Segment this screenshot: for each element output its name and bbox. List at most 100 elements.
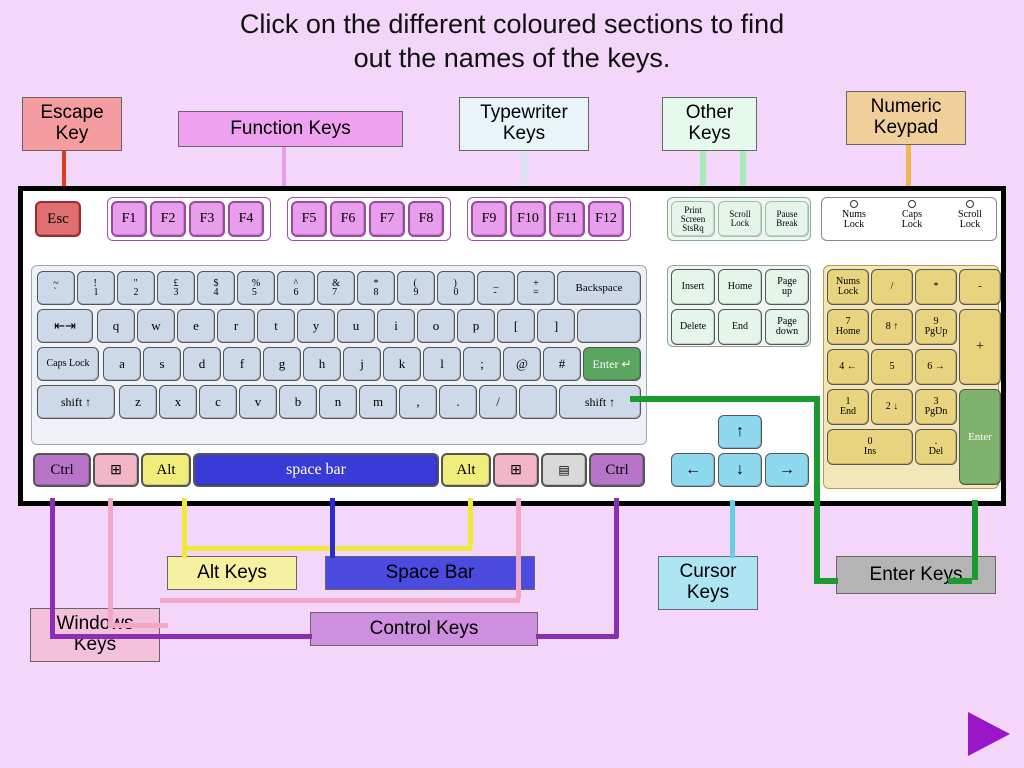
key-,[interactable]: , <box>399 385 437 419</box>
key-capslock[interactable]: Caps Lock <box>37 347 99 381</box>
key-np-r2-1[interactable]: 5 <box>871 349 913 385</box>
label-function[interactable]: Function Keys <box>178 111 403 147</box>
key-win-l[interactable]: ⊞ <box>93 453 139 487</box>
key-p[interactable]: p <box>457 309 495 343</box>
key-f12[interactable]: F12 <box>588 201 624 237</box>
key-f9[interactable]: F9 <box>471 201 507 237</box>
key-ctrl-r[interactable]: Ctrl <box>589 453 645 487</box>
key-np-r1-2[interactable]: 9 PgUp <box>915 309 957 345</box>
key-shift-l[interactable]: shift ↑ <box>37 385 115 419</box>
key-arrow-left[interactable]: ← <box>671 453 715 487</box>
key-other-0[interactable]: Print Screen StsRq <box>671 201 715 237</box>
key-other-1[interactable]: Scroll Lock <box>718 201 762 237</box>
key-g[interactable]: g <box>263 347 301 381</box>
key-b[interactable]: b <box>279 385 317 419</box>
key-np-r2-0[interactable]: 4 ← <box>827 349 869 385</box>
key-=[interactable]: += <box>517 271 555 305</box>
key-extra[interactable] <box>519 385 557 419</box>
key-`[interactable]: ~` <box>37 271 75 305</box>
key-3[interactable]: £3 <box>157 271 195 305</box>
label-escape[interactable]: EscapeKey <box>22 97 122 151</box>
key-w[interactable]: w <box>137 309 175 343</box>
key-6[interactable]: ^6 <box>277 271 315 305</box>
label-typewrite[interactable]: TypewriterKeys <box>459 97 589 151</box>
key-#[interactable]: # <box>543 347 581 381</box>
key-menu[interactable]: ▤ <box>541 453 587 487</box>
key-other-2[interactable]: Pause Break <box>765 201 809 237</box>
key-shift-r[interactable]: shift ↑ <box>559 385 641 419</box>
key-np-r3-1[interactable]: 2 ↓ <box>871 389 913 425</box>
key-np-ins[interactable]: 0 Ins <box>827 429 913 465</box>
key-f7[interactable]: F7 <box>369 201 405 237</box>
key-nav-4[interactable]: End <box>718 309 762 345</box>
key--[interactable]: _- <box>477 271 515 305</box>
key-7[interactable]: &7 <box>317 271 355 305</box>
label-numeric[interactable]: NumericKeypad <box>846 91 966 145</box>
key-k[interactable]: k <box>383 347 421 381</box>
key-f2[interactable]: F2 <box>150 201 186 237</box>
key-np-r0-0[interactable]: Nums Lock <box>827 269 869 305</box>
key-d[interactable]: d <box>183 347 221 381</box>
key-s[interactable]: s <box>143 347 181 381</box>
key-5[interactable]: %5 <box>237 271 275 305</box>
key-h[interactable]: h <box>303 347 341 381</box>
key-c[interactable]: c <box>199 385 237 419</box>
label-spacebar[interactable]: Space Bar <box>325 556 535 590</box>
key-arrow-up[interactable]: ↑ <box>718 415 762 449</box>
label-other[interactable]: OtherKeys <box>662 97 757 151</box>
key-a[interactable]: a <box>103 347 141 381</box>
key-y[interactable]: y <box>297 309 335 343</box>
key-np-plus[interactable]: + <box>959 309 1001 385</box>
key-v[interactable]: v <box>239 385 277 419</box>
key-f1[interactable]: F1 <box>111 201 147 237</box>
key-o[interactable]: o <box>417 309 455 343</box>
key-alt-l[interactable]: Alt <box>141 453 191 487</box>
next-button[interactable] <box>968 712 1010 756</box>
key-9[interactable]: (9 <box>397 271 435 305</box>
key-j[interactable]: j <box>343 347 381 381</box>
key-l[interactable]: l <box>423 347 461 381</box>
key-backspace[interactable]: Backspace <box>557 271 641 305</box>
label-cursor[interactable]: CursorKeys <box>658 556 758 610</box>
key-nav-3[interactable]: Delete <box>671 309 715 345</box>
key-np-r2-2[interactable]: 6 → <box>915 349 957 385</box>
key-f6[interactable]: F6 <box>330 201 366 237</box>
key-i[interactable]: i <box>377 309 415 343</box>
key-.[interactable]: . <box>439 385 477 419</box>
key-[[interactable]: [ <box>497 309 535 343</box>
label-control[interactable]: Control Keys <box>310 612 538 646</box>
key-f3[interactable]: F3 <box>189 201 225 237</box>
key-f[interactable]: f <box>223 347 261 381</box>
key-/[interactable]: / <box>479 385 517 419</box>
key-n[interactable]: n <box>319 385 357 419</box>
key-np-del[interactable]: . Del <box>915 429 957 465</box>
key-t[interactable]: t <box>257 309 295 343</box>
key-][interactable]: ] <box>537 309 575 343</box>
key-nav-5[interactable]: Page down <box>765 309 809 345</box>
key-win-r[interactable]: ⊞ <box>493 453 539 487</box>
key-np-r1-0[interactable]: 7 Home <box>827 309 869 345</box>
key-space[interactable]: space bar <box>193 453 439 487</box>
key-np-r3-2[interactable]: 3 PgDn <box>915 389 957 425</box>
key-np-r0-1[interactable]: / <box>871 269 913 305</box>
key-enter[interactable]: Enter ↵ <box>583 347 641 381</box>
key-u[interactable]: u <box>337 309 375 343</box>
key-f8[interactable]: F8 <box>408 201 444 237</box>
key-r[interactable]: r <box>217 309 255 343</box>
key-np-enter[interactable]: Enter <box>959 389 1001 485</box>
key-m[interactable]: m <box>359 385 397 419</box>
key-8[interactable]: *8 <box>357 271 395 305</box>
key-f10[interactable]: F10 <box>510 201 546 237</box>
key-0[interactable]: )0 <box>437 271 475 305</box>
key-nav-2[interactable]: Page up <box>765 269 809 305</box>
key-tab[interactable]: ⇤⇥ <box>37 309 93 343</box>
key-np-r3-0[interactable]: 1 End <box>827 389 869 425</box>
key-nav-0[interactable]: Insert <box>671 269 715 305</box>
key-f4[interactable]: F4 <box>228 201 264 237</box>
key-np-r0-3[interactable]: - <box>959 269 1001 305</box>
key-backslash[interactable] <box>577 309 641 343</box>
key-q[interactable]: q <box>97 309 135 343</box>
key-np-r0-2[interactable]: * <box>915 269 957 305</box>
key-np-r1-1[interactable]: 8 ↑ <box>871 309 913 345</box>
key-alt-r[interactable]: Alt <box>441 453 491 487</box>
